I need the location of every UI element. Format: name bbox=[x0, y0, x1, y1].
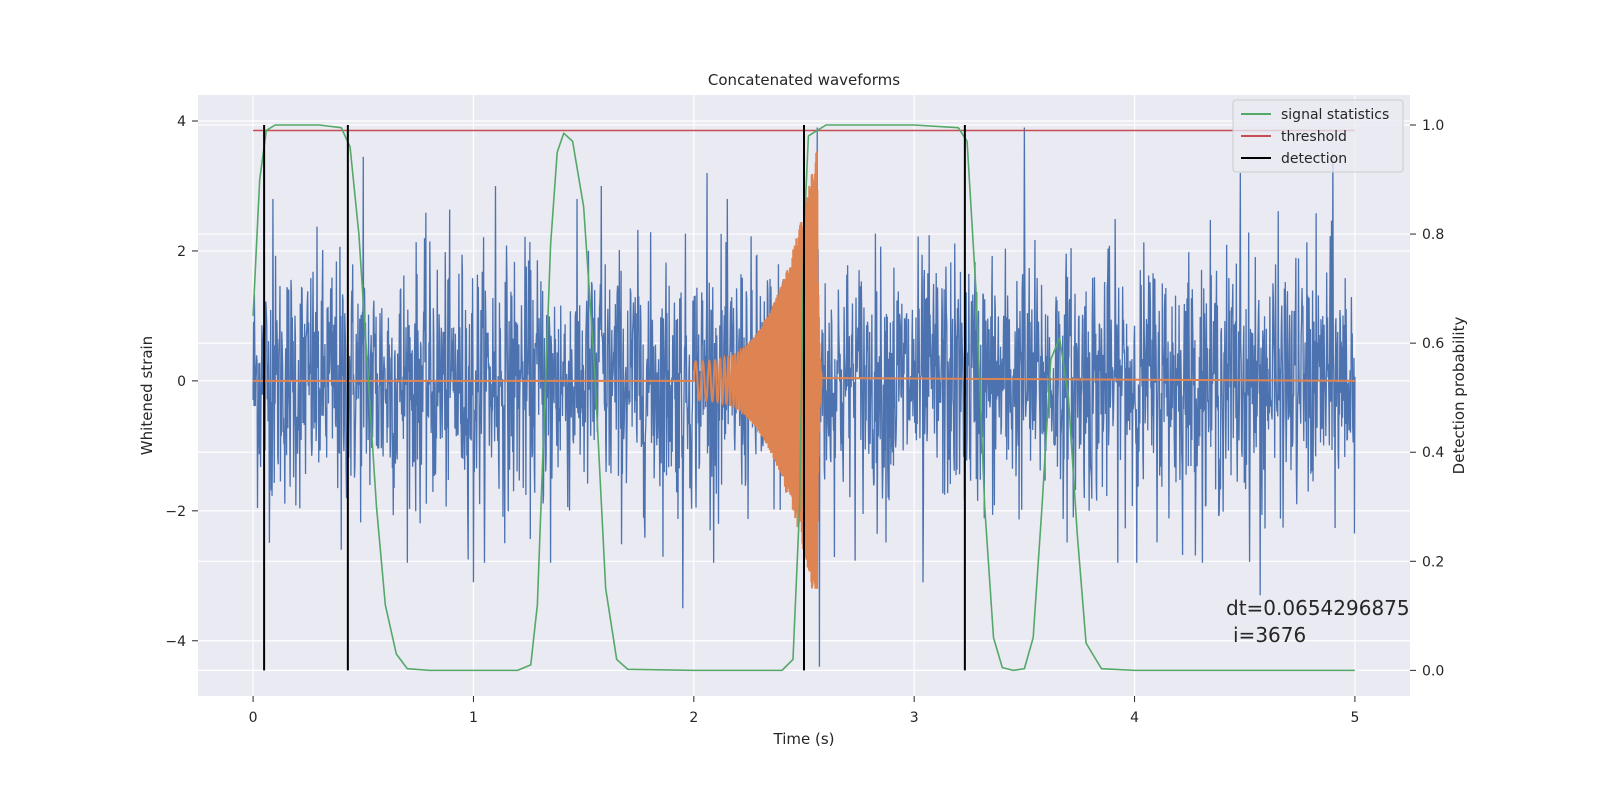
legend: signal statistics threshold detection bbox=[1232, 99, 1404, 173]
x-tick-label: 4 bbox=[1130, 710, 1139, 726]
legend-label: signal statistics bbox=[1281, 107, 1389, 123]
x-tick-label: 0 bbox=[249, 710, 258, 726]
x-tick-label: 1 bbox=[469, 710, 478, 726]
legend-label: threshold bbox=[1281, 129, 1347, 145]
x-tick-label: 3 bbox=[910, 710, 919, 726]
y2-axis-label: Detection probability bbox=[1450, 317, 1468, 475]
signal-statistics-line bbox=[252, 124, 1355, 672]
annotation-dt: dt=0.0654296875 bbox=[1226, 596, 1410, 620]
series-layer bbox=[252, 124, 1356, 672]
x-axis-label: Time (s) bbox=[773, 730, 835, 748]
axes-layer: 0 1 2 3 4 5 −4 −2 0 2 4 0.0 0.2 0.4 0.6 0.8 1.0 bbox=[165, 114, 1444, 726]
y-tick-label: −4 bbox=[165, 634, 186, 650]
y2-tick-label: 0.0 bbox=[1422, 663, 1444, 679]
annotation-index: i=3676 bbox=[1233, 623, 1306, 647]
legend-box bbox=[1232, 99, 1404, 173]
x-tick-label: 5 bbox=[1350, 710, 1359, 726]
y-tick-label: −2 bbox=[165, 504, 186, 520]
y-tick-label: 4 bbox=[177, 114, 186, 130]
legend-label: detection bbox=[1281, 151, 1347, 167]
y2-tick-label: 0.6 bbox=[1422, 336, 1444, 352]
x-tick-label: 2 bbox=[689, 710, 698, 726]
y2-tick-label: 0.2 bbox=[1422, 554, 1444, 570]
y2-tick-label: 1.0 bbox=[1422, 118, 1444, 134]
y-tick-label: 0 bbox=[177, 374, 186, 390]
template-series-line bbox=[253, 151, 1355, 589]
y2-tick-label: 0.8 bbox=[1422, 227, 1444, 243]
y-tick-label: 2 bbox=[177, 244, 186, 260]
chart-title: Concatenated waveforms bbox=[708, 71, 900, 89]
y-axis-label: Whitened strain bbox=[138, 336, 156, 455]
y2-tick-label: 0.4 bbox=[1422, 445, 1444, 461]
